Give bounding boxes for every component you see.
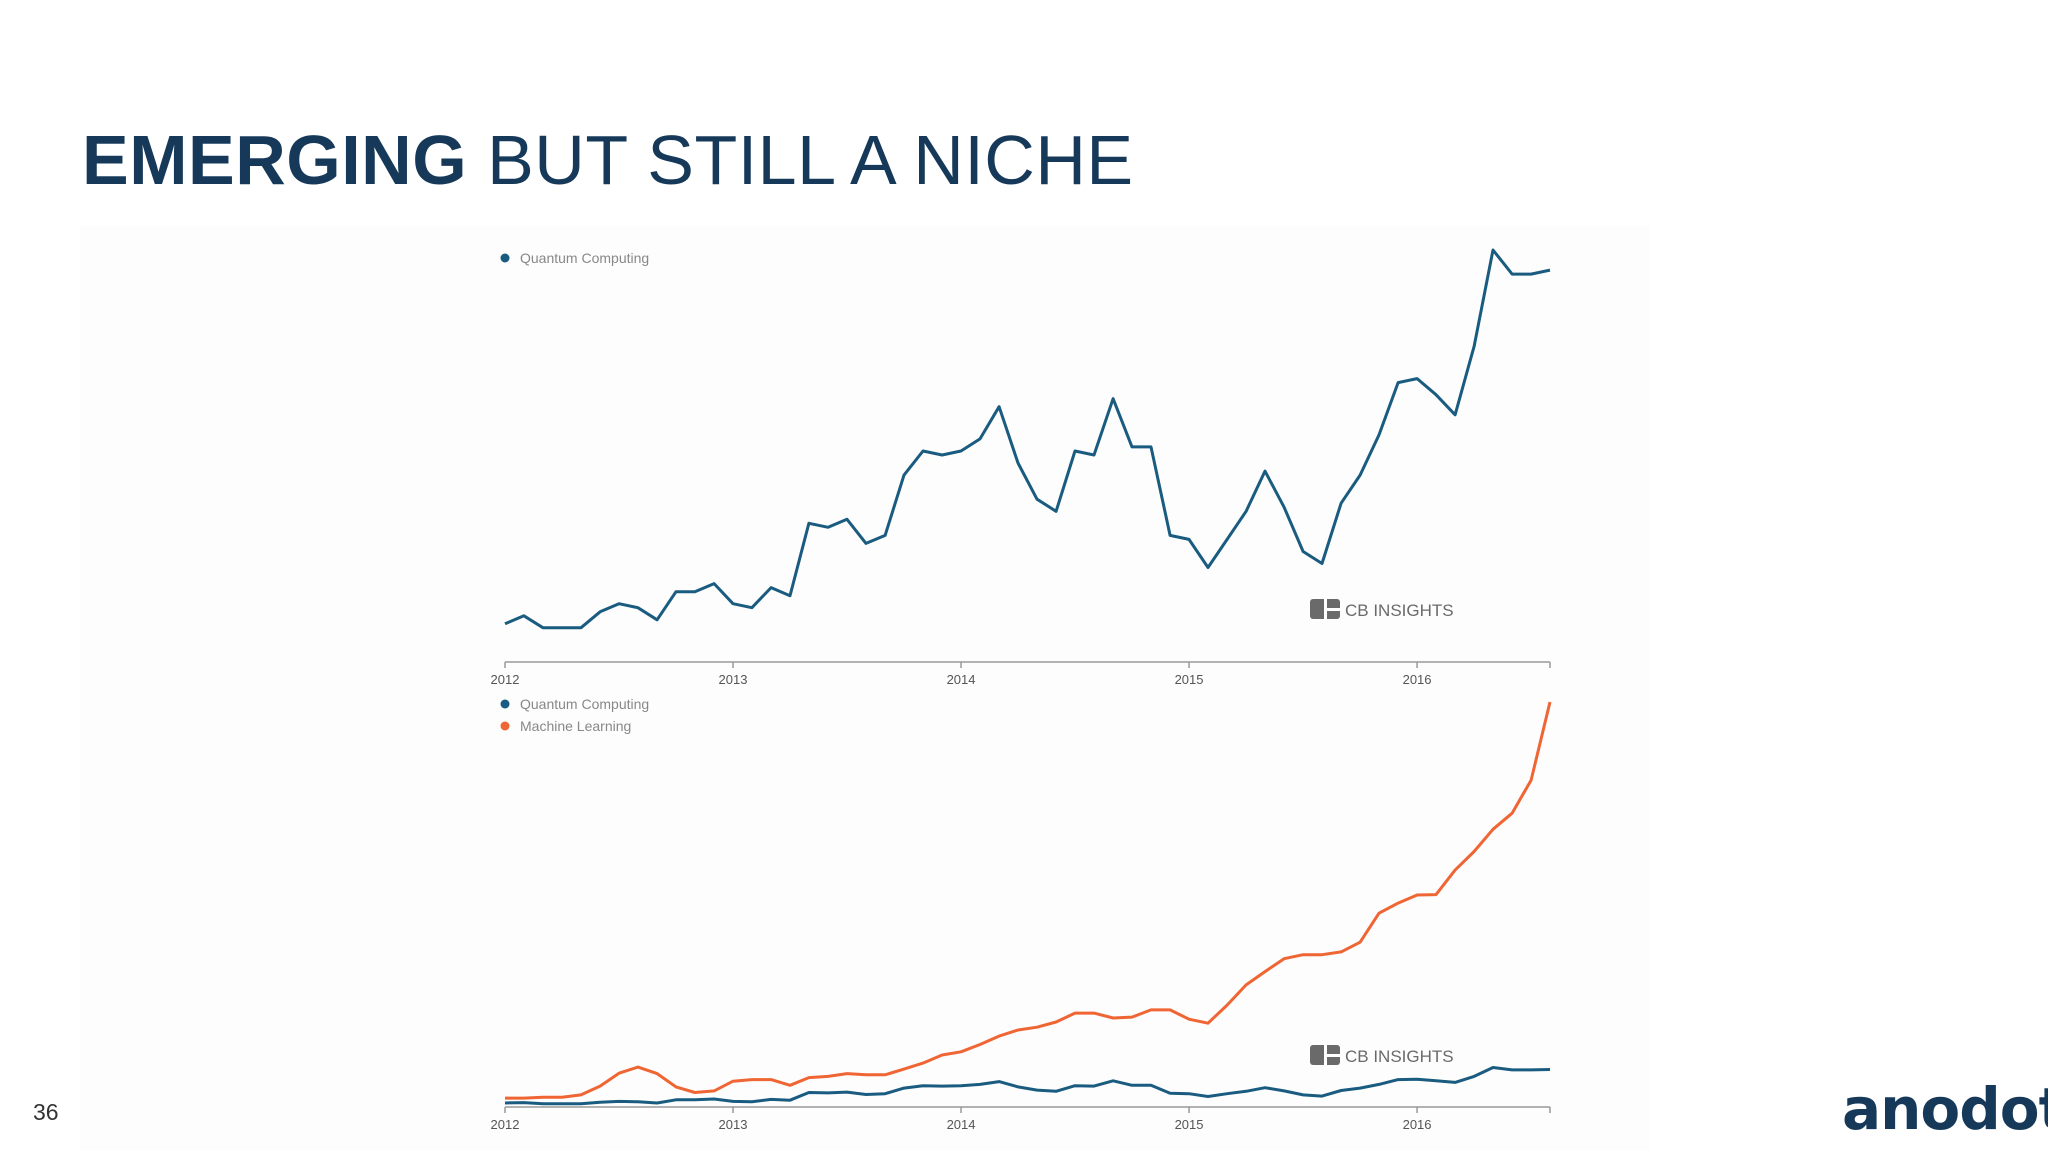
x-tick-label: 2016	[1403, 672, 1432, 687]
x-tick-label: 2016	[1403, 1117, 1432, 1132]
legend-marker-quantum-computing	[500, 699, 510, 709]
legend-label-machine-learning: Machine Learning	[520, 718, 631, 734]
cb-insights-logo-icon-bar	[1327, 1054, 1340, 1057]
legend-label-quantum-computing: Quantum Computing	[520, 250, 649, 266]
cb-insights-watermark: CB INSIGHTS	[1345, 1047, 1454, 1066]
cb-insights-logo-icon-gap	[1324, 1045, 1327, 1065]
series-line-quantum-computing	[504, 1066, 1551, 1106]
x-tick-label: 2012	[491, 1117, 520, 1132]
page-number: 36	[33, 1099, 59, 1125]
page-title-rest: BUT STILL A NICHE	[467, 121, 1134, 199]
legend-marker-machine-learning	[500, 721, 510, 731]
charts-container	[80, 225, 1650, 1150]
series-line-machine-learning	[505, 701, 1552, 1100]
cb-insights-watermark: CB INSIGHTS	[1345, 601, 1454, 620]
x-tick-label: 2015	[1175, 1117, 1204, 1132]
x-tick-label: 2012	[491, 672, 520, 687]
legend-marker-quantum-computing	[500, 253, 510, 263]
x-tick-label: 2014	[947, 672, 976, 687]
anodot-logo: anodot	[1842, 1075, 2048, 1143]
cb-insights-logo-icon-bar	[1327, 608, 1340, 611]
series-line-quantum-computing	[504, 248, 1551, 630]
cb-insights-logo-icon-gap	[1324, 599, 1327, 619]
x-tick-label: 2013	[719, 672, 748, 687]
page-title: EMERGING BUT STILL A NICHE	[82, 118, 1134, 202]
x-tick-label: 2015	[1175, 672, 1204, 687]
x-tick-label: 2014	[947, 1117, 976, 1132]
x-tick-label: 2013	[719, 1117, 748, 1132]
legend-label-quantum-computing: Quantum Computing	[520, 696, 649, 712]
page-title-emphasis: EMERGING	[82, 121, 468, 199]
